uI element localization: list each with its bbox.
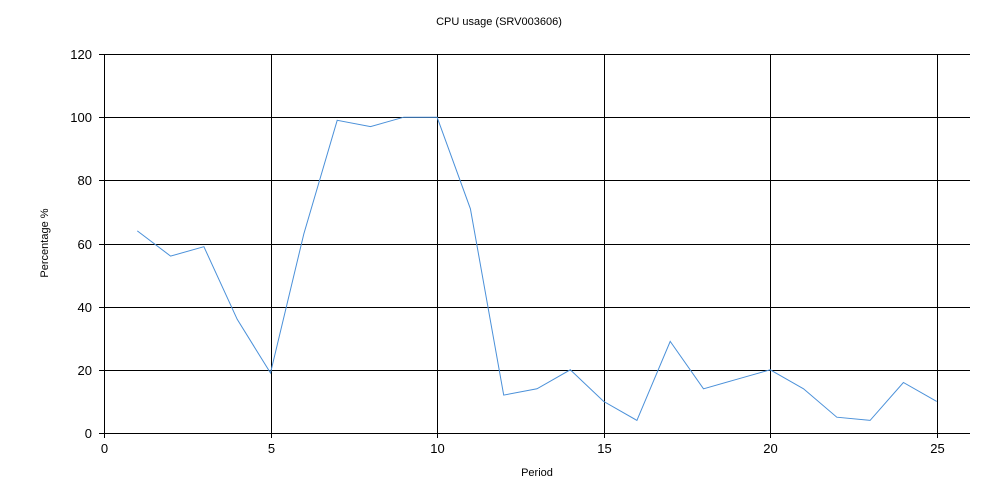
- y-tick-label: 40: [78, 300, 92, 315]
- grid-lines: [104, 54, 970, 433]
- y-tick-label: 60: [78, 237, 92, 252]
- y-tick-label: 80: [78, 173, 92, 188]
- y-tick-label: 100: [70, 110, 92, 125]
- chart-title: CPU usage (SRV003606): [436, 16, 562, 28]
- axes: [99, 54, 970, 438]
- series-line: [136, 116, 937, 422]
- y-tick-label: 0: [85, 426, 92, 441]
- x-tick-label: 10: [430, 441, 444, 456]
- y-axis-label: Percentage %: [39, 208, 51, 277]
- x-tick-label: 25: [930, 441, 944, 456]
- tick-labels: 0 20 40 60 80 100 120 0 5 10 15 20 25: [70, 47, 944, 456]
- y-tick-label: 20: [78, 363, 92, 378]
- chart-title-group: CPU usage (SRV003606): [436, 16, 562, 28]
- x-axis-label: Period: [521, 467, 553, 479]
- x-tick-label: 15: [597, 441, 611, 456]
- series-layer: [136, 116, 937, 422]
- y-tick-label: 120: [70, 47, 92, 62]
- x-tick-label: 0: [101, 441, 108, 456]
- x-tick-label: 20: [763, 441, 777, 456]
- x-tick-label: 5: [268, 441, 275, 456]
